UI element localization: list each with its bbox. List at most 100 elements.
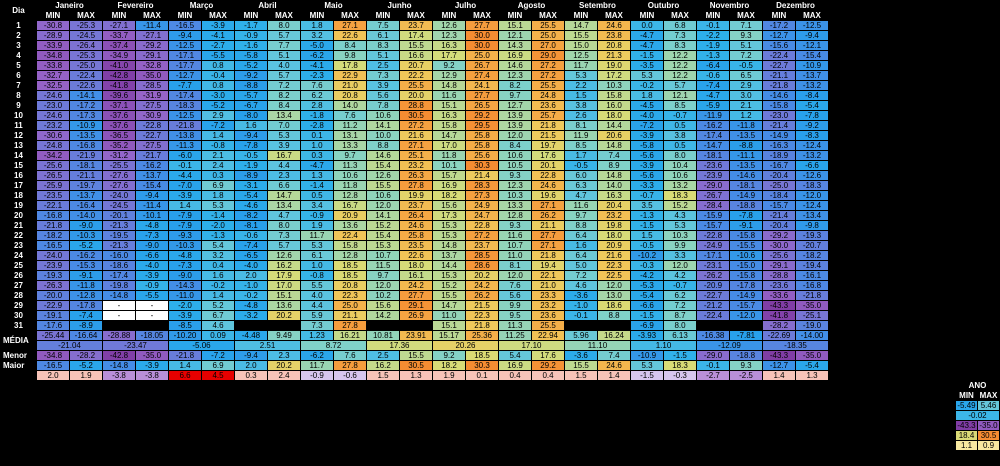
- temperature-cell: -0.1: [696, 20, 730, 31]
- temperature-cell: 6.0: [564, 170, 598, 181]
- minmax-header-row: MIN MAX MIN MAX MIN MAX MIN MAX MIN MAX MIN MAX MIN M…: [1, 10, 829, 21]
- temperature-cell: -16.7: [762, 160, 796, 171]
- temperature-cell: 8.9: [597, 160, 631, 171]
- temperature-cell: 9.7: [366, 270, 400, 281]
- temperature-cell: -27.1: [135, 30, 169, 41]
- month-average-cell: 11.10: [564, 340, 631, 351]
- temperature-cell: 15.5: [366, 180, 400, 191]
- difference-cell: -0.6: [333, 370, 367, 381]
- temperature-cell: 26.4: [399, 210, 433, 221]
- min-header: MIN: [168, 10, 202, 21]
- temperature-cell: -0.6: [696, 70, 730, 81]
- lowest-label: Menor: [0, 350, 37, 361]
- temperature-cell: 19.6: [531, 190, 565, 201]
- temperature-cell: -23.9: [36, 260, 70, 271]
- difference-cell: 1.4: [762, 370, 796, 381]
- temperature-cell: 14.3: [498, 40, 532, 51]
- temperature-cell: -6.6: [795, 160, 829, 171]
- temperature-cell: -5.4: [795, 100, 829, 111]
- temperature-cell: -6.9: [630, 320, 664, 331]
- temperature-cell: 0.8: [201, 60, 235, 71]
- temperature-cell: -12.1: [795, 40, 829, 51]
- table-row: 9 -23.0 -17.2 -37.1 -27.5 -18.3 -5.2 -6.7 8.4 2.8…: [0, 100, 829, 111]
- temperature-cell: -5.4: [234, 190, 268, 201]
- temperature-cell: -4.8: [135, 220, 169, 231]
- max-header: MAX: [135, 10, 169, 21]
- table-row: 21 -21.8 -9.0 -21.3 -4.8 -7.9 -2.0 -8.1 8.0 1.9 13…: [0, 220, 829, 231]
- lowest-cell: 2.3: [267, 350, 301, 361]
- temperature-cell: -29.2: [762, 230, 796, 241]
- temperature-cell: 18.3: [663, 190, 697, 201]
- highest-cell: -3.9: [135, 360, 169, 371]
- temperature-cell: 1.6: [564, 240, 598, 251]
- temperature-cell: 11.9: [564, 130, 598, 141]
- temperature-cell: 15.2: [432, 280, 466, 291]
- temperature-cell: -7.8: [729, 210, 763, 221]
- temperature-cell: 9.7: [333, 150, 367, 161]
- temperature-cell: 10.6: [366, 110, 400, 121]
- difference-label: [0, 370, 37, 381]
- average-cell: -14.00: [795, 330, 829, 341]
- temperature-cell: 18.2: [432, 190, 466, 201]
- temperature-cell: -17.3: [69, 110, 103, 121]
- temperature-cell: -6.5: [234, 250, 268, 261]
- highest-cell: -14.8: [102, 360, 136, 371]
- month-average-cell: 8.72: [300, 340, 367, 351]
- temperature-cell: -4.8: [234, 300, 268, 311]
- temperature-cell: 5.3: [267, 130, 301, 141]
- temperature-cell: 22.6: [399, 250, 433, 261]
- temperature-cell: 19.9: [399, 190, 433, 201]
- temperature-cell: -5.2: [234, 60, 268, 71]
- temperature-cell: 4.7: [267, 210, 301, 221]
- temperature-cell: [366, 320, 400, 331]
- average-cell: -16.38: [696, 330, 730, 341]
- table-row: 17 -25.9 -19.7 -27.6 -15.4 -7.0 6.9 -3.1 6.6 -1.4…: [0, 180, 829, 191]
- temperature-cell: -9.4: [168, 30, 202, 41]
- temperature-cell: 8.4: [267, 100, 301, 111]
- temperature-cell: 12.2: [663, 60, 697, 71]
- table-row: 24 -24.0 -16.2 -16.0 -6.6 -4.8 3.2 -6.5 12.6 6.1 1…: [0, 250, 829, 261]
- temperature-cell: -24.5: [102, 200, 136, 211]
- month-header-5: Junho: [366, 0, 433, 11]
- temperature-cell: 29.2: [465, 110, 499, 121]
- temperature-cell: 15.5: [564, 30, 598, 41]
- temperature-cell: 14.8: [432, 80, 466, 91]
- day-label: 18: [0, 190, 37, 201]
- difference-cell: -2.5: [729, 370, 763, 381]
- temperature-cell: -0.1: [168, 160, 202, 171]
- temperature-cell: 2.8: [300, 100, 334, 111]
- temperature-cell: 4.2: [663, 270, 697, 281]
- temperature-cell: 25.0: [465, 50, 499, 61]
- temperature-cell: 7.0: [267, 120, 301, 131]
- temperature-cell: -14.8: [102, 290, 136, 301]
- temperature-cell: -8.3: [795, 130, 829, 141]
- temperature-cell: -18.6: [102, 260, 136, 271]
- difference-cell: -0.3: [663, 370, 697, 381]
- temperature-cell: -7.7: [168, 80, 202, 91]
- temperature-cell: -1.4: [201, 210, 235, 221]
- temperature-table: Dia Janeiro Fevereiro Março Abril Maio Junho J…: [0, 0, 829, 381]
- temperature-cell: -8.2: [234, 210, 268, 221]
- temperature-cell: -4.6: [234, 200, 268, 211]
- temperature-cell: -22.4: [69, 70, 103, 81]
- temperature-cell: -18.1: [729, 180, 763, 191]
- temperature-cell: 10.4: [663, 160, 697, 171]
- temperature-cell: 5.2: [201, 300, 235, 311]
- table-row: 3 -33.9 -26.4 -37.4 -29.2 -12.5 -2.7 -1.6 7.7 -5.…: [0, 40, 829, 51]
- temperature-cell: 3.4: [300, 200, 334, 211]
- temperature-cell: 14.7: [564, 20, 598, 31]
- temperature-cell: -1.5: [630, 220, 664, 231]
- temperature-cell: -39.6: [102, 90, 136, 101]
- temperature-cell: 2.5: [366, 60, 400, 71]
- day-label: 25: [0, 260, 37, 271]
- temperature-cell: 14.1: [366, 120, 400, 131]
- temperature-cell: 3.5: [630, 200, 664, 211]
- temperature-cell: -9.0: [168, 270, 202, 281]
- temperature-cell: -13.5: [729, 130, 763, 141]
- temperature-cell: -12.7: [762, 30, 796, 41]
- lowest-cell: -28.2: [69, 350, 103, 361]
- temperature-cell: 7.6: [300, 80, 334, 91]
- difference-cell: -1.5: [630, 370, 664, 381]
- temperature-cell: 1.6: [234, 120, 268, 131]
- temperature-cell: 3.8: [564, 100, 598, 111]
